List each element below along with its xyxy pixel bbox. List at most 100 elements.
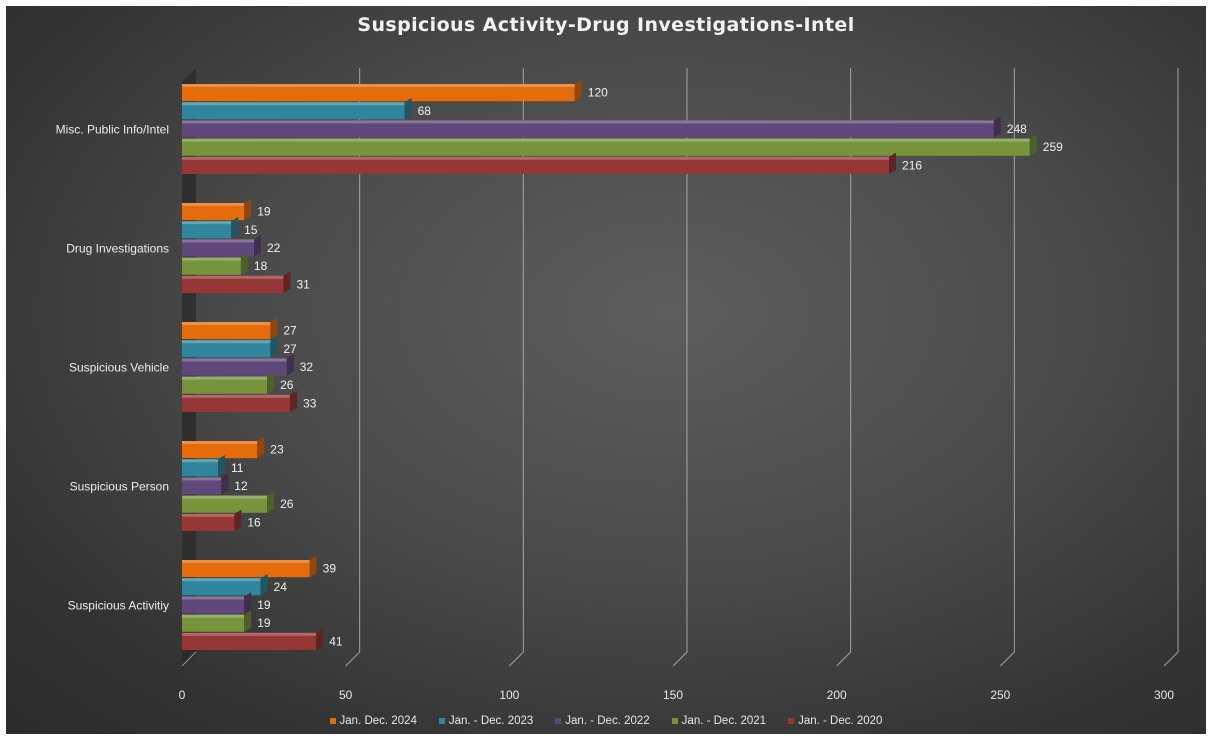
legend-label: Jan. - Dec. 2022 bbox=[565, 715, 650, 727]
axis-floor bbox=[181, 651, 197, 667]
bar-front bbox=[182, 138, 1030, 156]
data-label: 26 bbox=[280, 378, 294, 392]
legend-swatch bbox=[555, 718, 562, 724]
bar-front bbox=[182, 120, 994, 138]
bar-front bbox=[182, 257, 241, 275]
bar bbox=[182, 628, 324, 650]
bar-highlight bbox=[182, 495, 268, 499]
bar-end bbox=[267, 491, 275, 513]
legend-swatch bbox=[671, 718, 678, 724]
bar bbox=[182, 98, 412, 120]
bar-highlight bbox=[182, 376, 268, 380]
legend-swatch bbox=[788, 718, 795, 724]
bar-highlight bbox=[182, 340, 271, 344]
bar-end bbox=[309, 555, 317, 578]
gridline bbox=[836, 68, 852, 667]
bar-highlight bbox=[182, 477, 222, 481]
category-label: Suspicious Activitiy bbox=[68, 599, 169, 613]
data-label: 19 bbox=[257, 616, 271, 630]
bar bbox=[182, 592, 252, 614]
bar bbox=[182, 455, 226, 477]
bar-front bbox=[182, 578, 261, 596]
bar bbox=[182, 116, 1001, 138]
legend-swatch bbox=[329, 718, 336, 724]
bar-highlight bbox=[182, 322, 271, 325]
x-tick-label: 100 bbox=[499, 688, 519, 702]
bar bbox=[182, 473, 229, 495]
bar bbox=[182, 574, 268, 596]
data-label: 31 bbox=[296, 277, 310, 291]
bar-end bbox=[240, 253, 248, 275]
category-label: Drug Investigations bbox=[66, 242, 169, 256]
bar-highlight bbox=[182, 84, 575, 87]
bar-front bbox=[182, 560, 310, 578]
data-label: 259 bbox=[1043, 140, 1063, 154]
data-label: 16 bbox=[247, 515, 261, 529]
bar-chart: 0 50 100 150 200 250 300 Misc. Public Info/Inte… bbox=[56, 68, 1179, 702]
bar-highlight bbox=[182, 560, 310, 563]
bar-end bbox=[270, 336, 278, 358]
category-label: Suspicious Vehicle bbox=[69, 361, 169, 375]
bar-front bbox=[182, 394, 291, 412]
x-tick-label: 250 bbox=[990, 688, 1010, 702]
bar bbox=[182, 198, 252, 221]
bar-highlight bbox=[182, 614, 245, 618]
data-label: 19 bbox=[257, 205, 271, 219]
gridline bbox=[1163, 68, 1179, 667]
bar-front bbox=[182, 203, 245, 221]
bar-highlight bbox=[182, 239, 255, 243]
bar-end bbox=[290, 390, 298, 412]
bar-front bbox=[182, 275, 284, 293]
bar-front bbox=[182, 358, 287, 376]
bar-end bbox=[254, 235, 262, 257]
bar bbox=[182, 152, 897, 174]
bar bbox=[182, 436, 265, 459]
chart-area: Suspicious Activity-Drug Investigations-… bbox=[6, 6, 1206, 734]
bar-front bbox=[182, 495, 268, 513]
bar-end bbox=[889, 152, 897, 174]
bar-front bbox=[182, 632, 317, 650]
legend-label: Jan. - Dec. 2023 bbox=[448, 715, 534, 727]
x-tick-label: 150 bbox=[663, 688, 683, 702]
x-tick-label: 0 bbox=[179, 688, 186, 702]
x-tick-label: 300 bbox=[1154, 688, 1174, 702]
bar-end bbox=[218, 455, 226, 477]
bar-front bbox=[182, 221, 232, 239]
bar bbox=[182, 390, 298, 412]
data-label: 68 bbox=[418, 104, 432, 118]
bar-highlight bbox=[182, 596, 245, 600]
bar-highlight bbox=[182, 203, 245, 206]
bar-end bbox=[244, 198, 252, 221]
category-label: Misc. Public Info/Intel bbox=[56, 123, 169, 137]
gridline bbox=[508, 68, 524, 667]
data-label: 216 bbox=[902, 158, 922, 172]
data-label: 39 bbox=[323, 562, 337, 576]
bar-front bbox=[182, 322, 271, 340]
gridline bbox=[999, 68, 1015, 667]
data-label: 33 bbox=[303, 396, 317, 410]
bar-highlight bbox=[182, 441, 258, 444]
bar-highlight bbox=[182, 358, 287, 362]
bar-front bbox=[182, 156, 890, 174]
bar-end bbox=[316, 628, 324, 650]
bar-highlight bbox=[182, 459, 219, 463]
bar-highlight bbox=[182, 257, 241, 261]
legend-swatch bbox=[438, 718, 445, 724]
bar-end bbox=[574, 79, 582, 102]
bar-front bbox=[182, 596, 245, 614]
legend-item: Jan. Dec. 2024 bbox=[329, 715, 417, 727]
x-tick-label: 50 bbox=[339, 688, 353, 702]
data-label: 11 bbox=[231, 461, 244, 475]
data-label: 18 bbox=[254, 259, 268, 273]
bar-end bbox=[404, 98, 412, 120]
legend-item: Jan. - Dec. 2023 bbox=[438, 715, 534, 727]
data-label: 15 bbox=[244, 223, 258, 237]
data-label: 24 bbox=[274, 580, 288, 594]
gridline bbox=[345, 68, 361, 667]
bar-front bbox=[182, 513, 235, 531]
bar-front bbox=[182, 102, 405, 120]
bar-end bbox=[267, 372, 275, 394]
bar-highlight bbox=[182, 632, 317, 636]
data-label: 27 bbox=[283, 324, 297, 338]
legend-label: Jan. Dec. 2024 bbox=[339, 715, 417, 727]
